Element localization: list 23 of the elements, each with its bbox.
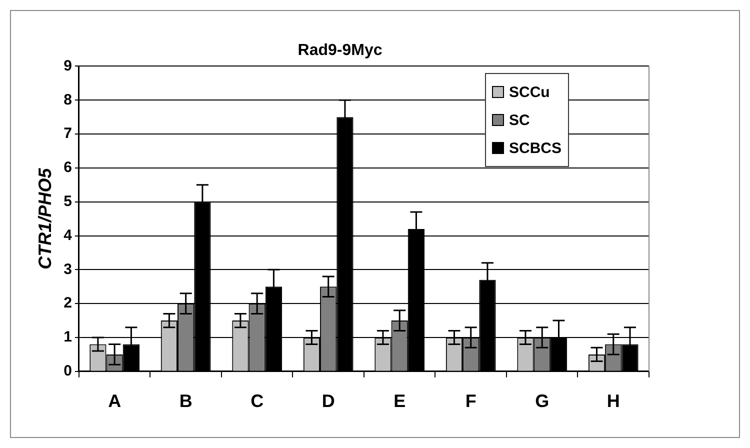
y-tick-label: 3 [64, 260, 72, 278]
y-tick-label: 4 [64, 226, 73, 244]
x-tick-label: G [535, 391, 550, 412]
x-tick-label: E [394, 391, 406, 412]
y-tick-label: 9 [64, 57, 72, 74]
legend-label: SCBCS [509, 140, 562, 157]
legend-label: SC [509, 112, 530, 129]
y-tick-label: 6 [64, 159, 72, 176]
y-tick-label: 5 [64, 192, 72, 210]
x-tick-label: C [250, 391, 264, 412]
x-tick-label: D [322, 391, 335, 412]
y-tick-label: 2 [64, 294, 72, 312]
x-tick-label: F [465, 391, 476, 412]
y-tick-label: 7 [64, 125, 72, 142]
y-tick-label: 1 [64, 328, 72, 346]
legend-label: SCCu [509, 84, 550, 101]
x-tick-label: H [606, 391, 620, 412]
y-tick-label: 8 [64, 91, 72, 108]
y-tick-label: 0 [64, 362, 72, 380]
chart-title: Rad9-9Myc [298, 42, 382, 60]
y-axis-title: CTR1/PHO5 [34, 167, 55, 270]
x-tick-label: A [108, 391, 122, 412]
x-tick-label: B [179, 391, 192, 412]
